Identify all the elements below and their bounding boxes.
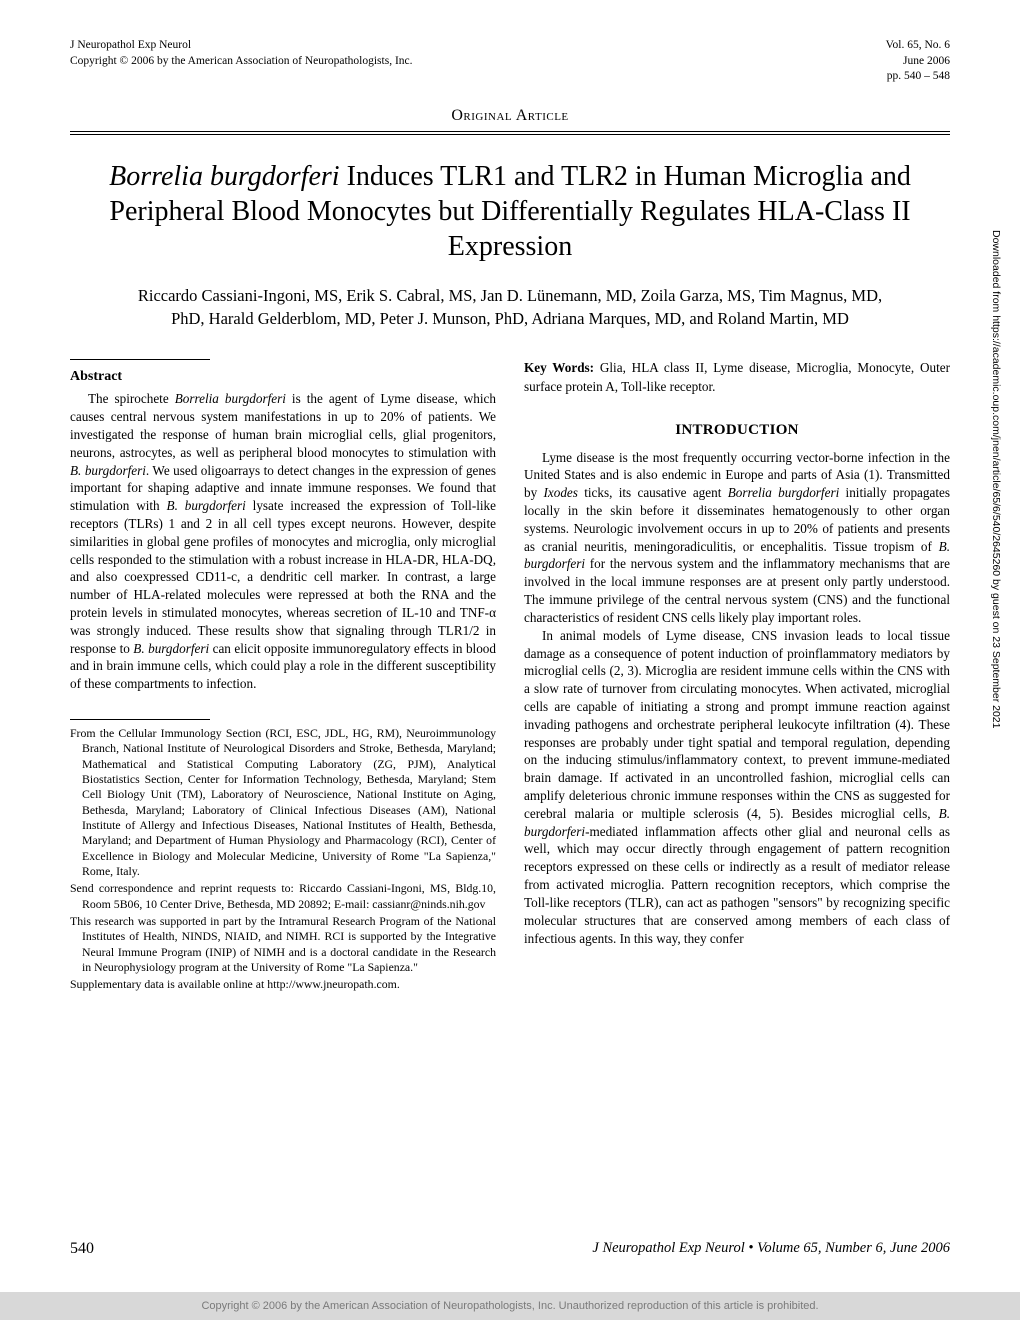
copyright-line: Copyright © 2006 by the American Associa… (70, 54, 413, 70)
abstract-heading: Abstract (70, 368, 496, 387)
affiliations-block: From the Cellular Immunology Section (RC… (70, 719, 496, 993)
header-left: J Neuropathol Exp Neurol Copyright © 200… (70, 38, 413, 85)
page-range: pp. 540 – 548 (886, 69, 950, 85)
intro-para-2: In animal models of Lyme disease, CNS in… (524, 627, 950, 948)
page-number: 540 (70, 1240, 94, 1258)
title-italic-lead: Borrelia burgdorferi (109, 161, 339, 192)
intro-para-1: Lyme disease is the most frequently occu… (524, 449, 950, 627)
copyright-bar: Copyright © 2006 by the American Associa… (0, 1292, 1020, 1320)
keywords-label: Key Words: (524, 360, 594, 375)
right-column: Key Words: Glia, HLA class II, Lyme dise… (524, 359, 950, 994)
volume-issue: Vol. 65, No. 6 (886, 38, 950, 54)
rule-heavy (70, 131, 950, 132)
abstract-rule (70, 359, 210, 360)
affil-funding: This research was supported in part by t… (70, 914, 496, 975)
introduction-body: Lyme disease is the most frequently occu… (524, 449, 950, 948)
article-type-label: Original Article (70, 107, 950, 125)
author-list: Riccardo Cassiani-Ingoni, MS, Erik S. Ca… (120, 284, 900, 332)
page-footer: 540 J Neuropathol Exp Neurol • Volume 65… (70, 1240, 950, 1258)
two-column-body: Abstract The spirochete Borrelia burgdor… (70, 359, 950, 994)
issue-date: June 2006 (886, 54, 950, 70)
header-right: Vol. 65, No. 6 June 2006 pp. 540 – 548 (886, 38, 950, 85)
abstract-text: The spirochete Borrelia burgdorferi is t… (70, 390, 496, 693)
article-title: Borrelia burgdorferi Induces TLR1 and TL… (90, 159, 930, 264)
affil-rule (70, 719, 210, 720)
affil-correspondence: Send correspondence and reprint requests… (70, 881, 496, 912)
affil-from: From the Cellular Immunology Section (RC… (70, 726, 496, 879)
left-column: Abstract The spirochete Borrelia burgdor… (70, 359, 496, 994)
running-header: J Neuropathol Exp Neurol Copyright © 200… (70, 38, 950, 85)
download-watermark: Downloaded from https://academic.oup.com… (988, 230, 1002, 1030)
footer-journal: J Neuropathol Exp Neurol • Volume 65, Nu… (592, 1240, 950, 1258)
affil-supplementary: Supplementary data is available online a… (70, 977, 496, 992)
abstract-body: The spirochete Borrelia burgdorferi is t… (70, 390, 496, 693)
keywords-block: Key Words: Glia, HLA class II, Lyme dise… (524, 359, 950, 396)
rule-thin (70, 134, 950, 135)
journal-abbrev: J Neuropathol Exp Neurol (70, 38, 413, 54)
introduction-heading: INTRODUCTION (524, 420, 950, 440)
